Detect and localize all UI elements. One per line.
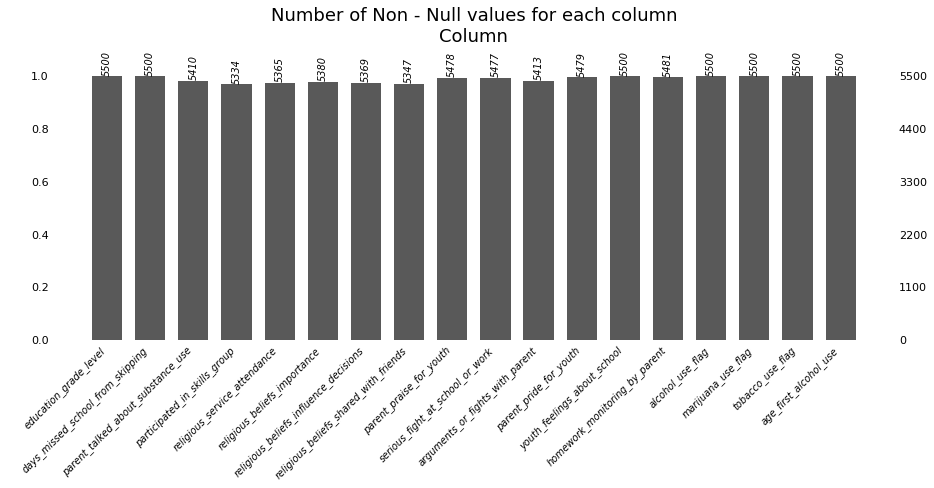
Bar xyxy=(523,81,554,340)
Text: 5413: 5413 xyxy=(533,55,544,80)
Bar xyxy=(696,77,727,340)
Text: 5369: 5369 xyxy=(361,57,371,82)
Bar xyxy=(135,77,165,340)
Bar xyxy=(610,77,640,340)
Bar xyxy=(653,78,683,340)
Bar xyxy=(826,77,856,340)
Bar xyxy=(567,78,597,340)
Bar xyxy=(178,81,208,340)
Bar xyxy=(480,78,511,340)
Bar xyxy=(351,83,381,340)
Bar xyxy=(264,83,295,340)
Text: 5477: 5477 xyxy=(490,52,501,77)
Text: 5481: 5481 xyxy=(663,52,673,77)
Bar xyxy=(307,82,338,340)
Text: 5478: 5478 xyxy=(447,52,458,77)
Bar xyxy=(92,77,122,340)
Text: 5500: 5500 xyxy=(145,51,155,76)
Text: 5500: 5500 xyxy=(836,51,845,76)
Text: 5410: 5410 xyxy=(189,55,198,80)
Text: 5334: 5334 xyxy=(232,59,242,83)
Text: 5500: 5500 xyxy=(749,51,759,76)
Text: 5500: 5500 xyxy=(102,51,112,76)
Bar xyxy=(437,78,467,340)
Bar xyxy=(783,77,813,340)
Text: 5500: 5500 xyxy=(706,51,716,76)
Bar xyxy=(394,84,424,340)
Text: 5500: 5500 xyxy=(792,51,802,76)
Title: Number of Non - Null values for each column
Column: Number of Non - Null values for each col… xyxy=(271,7,677,46)
Text: 5479: 5479 xyxy=(576,52,587,77)
Text: 5347: 5347 xyxy=(404,58,414,83)
Text: 5365: 5365 xyxy=(275,57,285,82)
Bar xyxy=(739,77,770,340)
Text: 5380: 5380 xyxy=(318,57,328,81)
Bar xyxy=(221,84,251,340)
Text: 5500: 5500 xyxy=(620,51,630,76)
